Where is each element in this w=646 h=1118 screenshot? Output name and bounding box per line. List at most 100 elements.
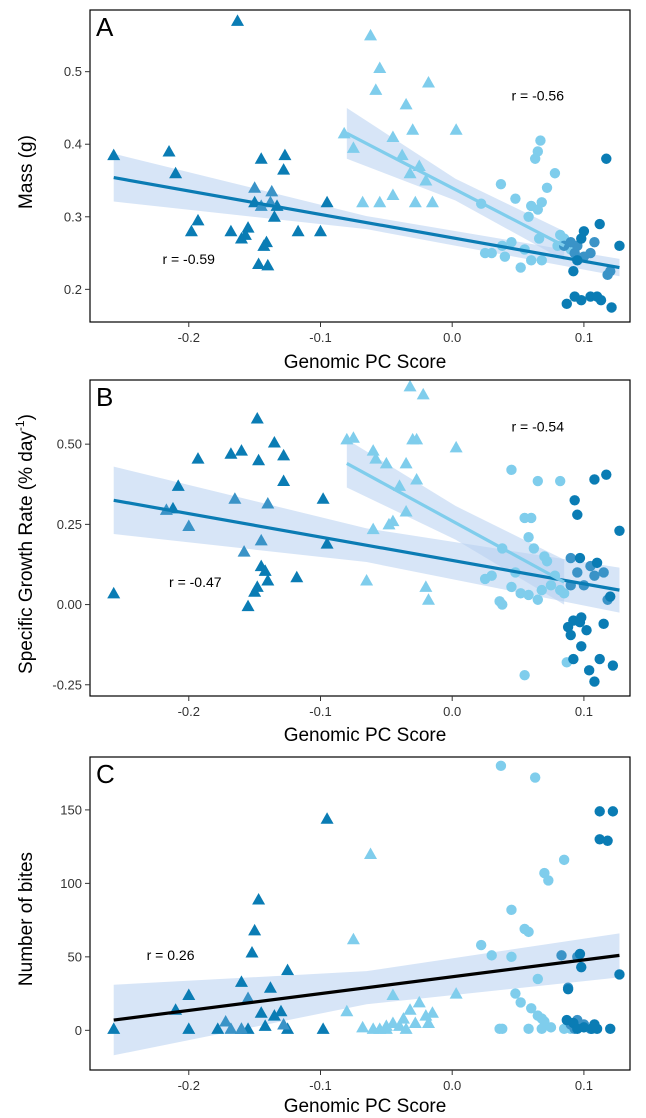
triangle-point <box>403 379 417 392</box>
y-axis-label-text: Specific Growth Rate (% day <box>16 431 37 674</box>
triangle-point <box>290 570 304 583</box>
circle-point <box>515 588 526 599</box>
circle-point <box>561 298 572 310</box>
circle-point <box>574 552 586 564</box>
x-tick-label: 0.0 <box>443 1078 461 1093</box>
plot-frame <box>89 756 631 1071</box>
circle-point <box>589 236 600 248</box>
triangle-point <box>403 1003 417 1015</box>
correlation-annotation: r = -0.54 <box>511 418 564 434</box>
triangle-point <box>291 224 305 237</box>
circle-point <box>605 591 616 602</box>
circle-point <box>602 835 613 846</box>
triangle-point <box>346 932 360 945</box>
triangle-point <box>399 1022 413 1034</box>
triangle-point <box>399 505 413 517</box>
y-axis-label-text: Number of bites <box>16 852 37 986</box>
triangle-point <box>241 599 255 612</box>
triangle-point <box>238 228 252 240</box>
triangle-point <box>366 522 380 535</box>
circle-point <box>614 969 625 980</box>
circle-point <box>574 948 586 960</box>
triangle-point <box>184 224 198 237</box>
y-tick-label: 0.3 <box>64 209 82 224</box>
triangle-point <box>379 456 393 469</box>
circle-point <box>572 567 583 578</box>
circle-point <box>572 509 583 520</box>
x-tick-label: 0.0 <box>443 704 461 719</box>
triangle-point <box>191 213 205 226</box>
triangle-point <box>369 452 383 464</box>
triangle-point <box>406 432 420 445</box>
circle-point <box>495 760 507 772</box>
triangle-point <box>386 188 400 201</box>
regression-line <box>113 176 620 270</box>
y-tick-label: 0.4 <box>64 137 82 152</box>
circle-point <box>495 178 507 190</box>
triangle-point <box>241 991 255 1003</box>
triangle-point <box>369 83 383 95</box>
triangle-point <box>259 235 273 248</box>
plot-frame <box>89 9 631 323</box>
triangle-point <box>261 497 275 509</box>
triangle-point <box>366 1022 380 1034</box>
triangle-point <box>248 923 262 936</box>
circle-point <box>523 531 534 543</box>
triangle-point <box>254 1006 268 1018</box>
triangle-point <box>410 472 424 485</box>
circle-point <box>605 266 616 277</box>
triangle-point <box>449 987 463 999</box>
y-tick-label: 150 <box>60 802 82 817</box>
circle-point <box>554 475 566 487</box>
circle-point <box>594 834 605 845</box>
triangle-point <box>281 963 295 976</box>
circle-point <box>486 570 497 581</box>
circle-point <box>614 240 625 252</box>
triangle-point <box>267 436 281 448</box>
correlation-annotation: r = 0.26 <box>147 947 195 963</box>
circle-point <box>523 1023 534 1035</box>
triangle-point <box>408 195 422 208</box>
triangle-point <box>337 126 351 139</box>
triangle-point <box>231 14 245 26</box>
triangle-point <box>366 444 380 456</box>
circle-point <box>494 1023 505 1035</box>
circle-point <box>585 247 596 259</box>
triangle-point <box>320 195 334 208</box>
circle-point <box>601 153 612 164</box>
y-axis-label: Number of bites <box>16 852 37 986</box>
circle-point <box>589 676 600 687</box>
triangle-point <box>182 1022 196 1034</box>
triangle-point <box>364 847 378 859</box>
triangle-point <box>277 474 291 487</box>
circle-point <box>607 660 619 671</box>
circle-point <box>536 255 547 266</box>
y-tick-label: 50 <box>68 949 82 964</box>
y-tick-label: 0 <box>75 1023 82 1038</box>
circle-point <box>536 197 547 208</box>
triangle-point <box>373 195 387 208</box>
triangle-point <box>219 1015 233 1027</box>
y-tick-label: 0.2 <box>64 282 82 297</box>
triangle-point <box>393 1019 407 1031</box>
circle-point <box>558 854 570 866</box>
panel-b: -0.2 -0.1 0.0 0.1 -0.25 0.00 0.25 0.50 B Genomic … <box>13 379 631 746</box>
circle-point <box>506 904 517 916</box>
circle-point <box>576 641 587 652</box>
circle-point <box>523 589 534 601</box>
triangle-point <box>421 1016 435 1028</box>
triangle-point <box>248 181 262 193</box>
triangle-point <box>416 387 430 400</box>
circle-point <box>536 584 547 596</box>
circle-point <box>589 570 600 581</box>
triangle-point <box>316 1022 330 1034</box>
triangle-point <box>408 1016 422 1028</box>
triangle-point <box>182 988 196 1001</box>
circle-point <box>526 1003 537 1014</box>
triangle-point <box>107 1022 121 1034</box>
panel-c: -0.2 -0.1 0.0 0.1 0 50 100 150 C Genomic PC Score… <box>16 756 631 1117</box>
triangle-point <box>258 1019 272 1031</box>
y-tick-label: 0.5 <box>64 64 82 79</box>
circle-point <box>510 193 521 204</box>
